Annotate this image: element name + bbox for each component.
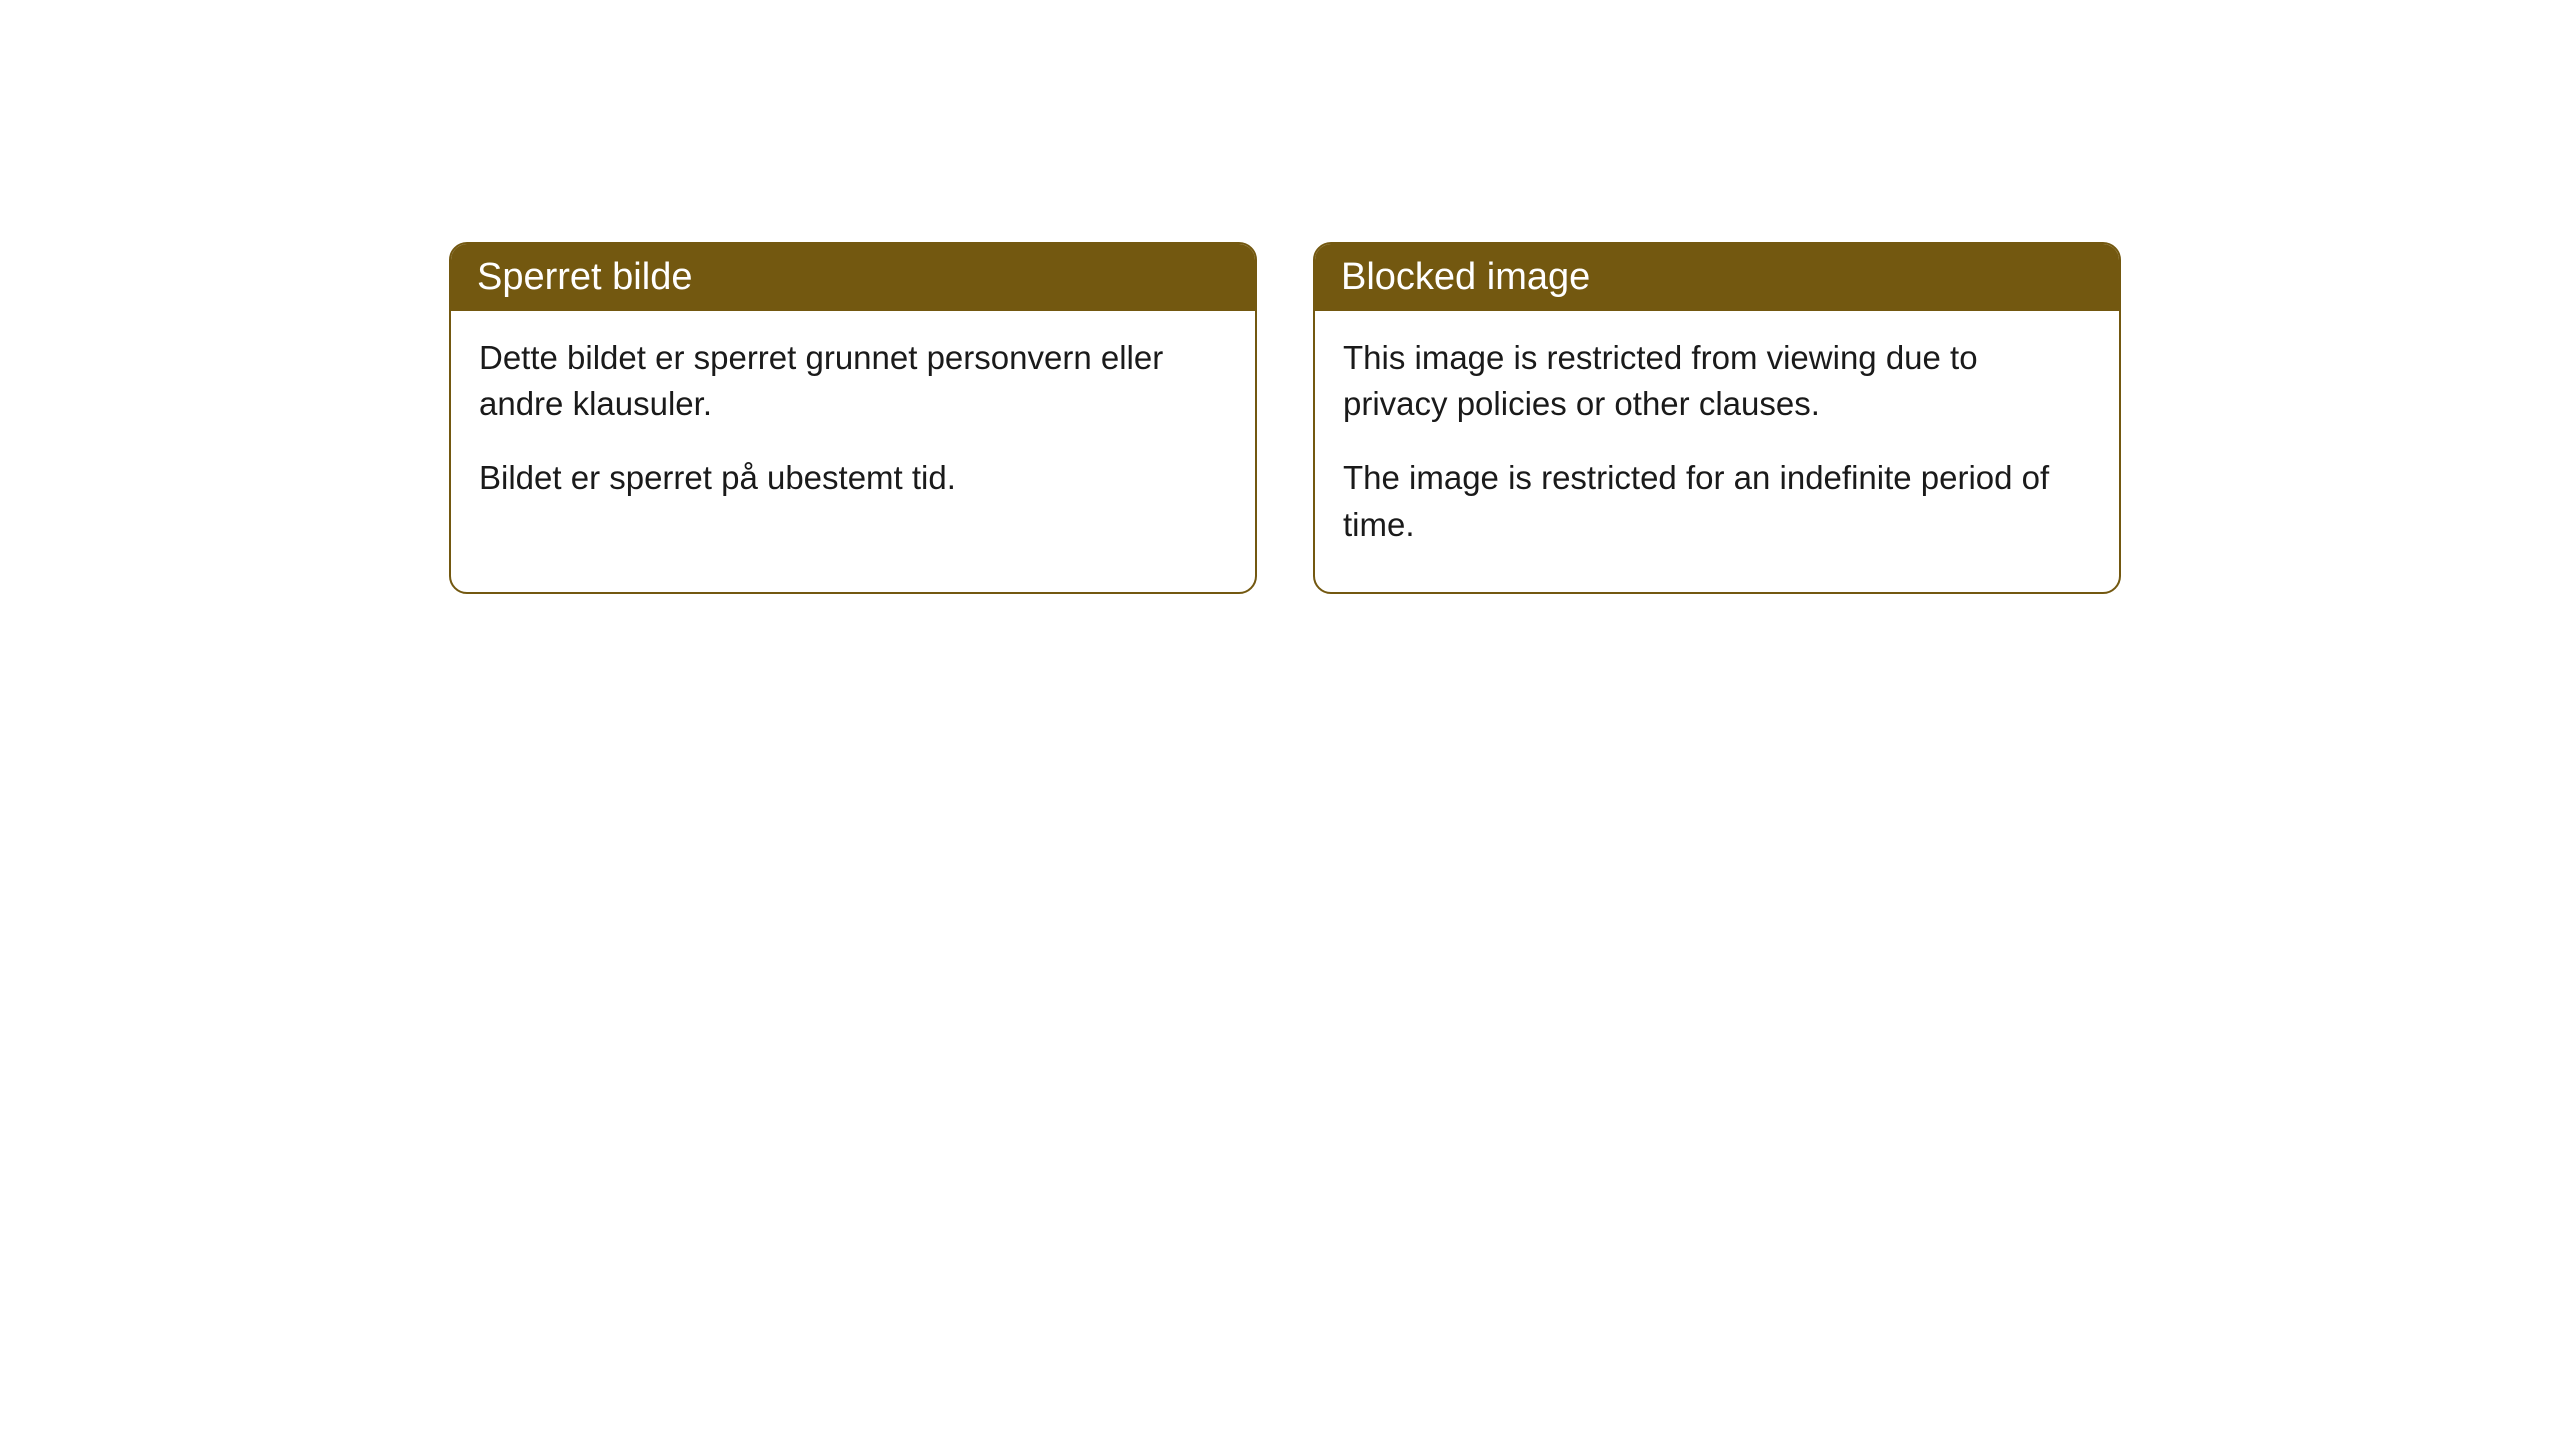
card-paragraph: This image is restricted from viewing du… [1343, 335, 2091, 427]
card-paragraph: Bildet er sperret på ubestemt tid. [479, 455, 1227, 501]
card-header: Sperret bilde [451, 244, 1255, 311]
card-paragraph: The image is restricted for an indefinit… [1343, 455, 2091, 547]
notice-cards-container: Sperret bilde Dette bildet er sperret gr… [449, 242, 2121, 594]
card-body: Dette bildet er sperret grunnet personve… [451, 311, 1255, 546]
card-body: This image is restricted from viewing du… [1315, 311, 2119, 592]
blocked-image-card-english: Blocked image This image is restricted f… [1313, 242, 2121, 594]
card-header: Blocked image [1315, 244, 2119, 311]
card-title: Blocked image [1341, 256, 1590, 298]
card-title: Sperret bilde [477, 256, 692, 298]
blocked-image-card-norwegian: Sperret bilde Dette bildet er sperret gr… [449, 242, 1257, 594]
card-paragraph: Dette bildet er sperret grunnet personve… [479, 335, 1227, 427]
